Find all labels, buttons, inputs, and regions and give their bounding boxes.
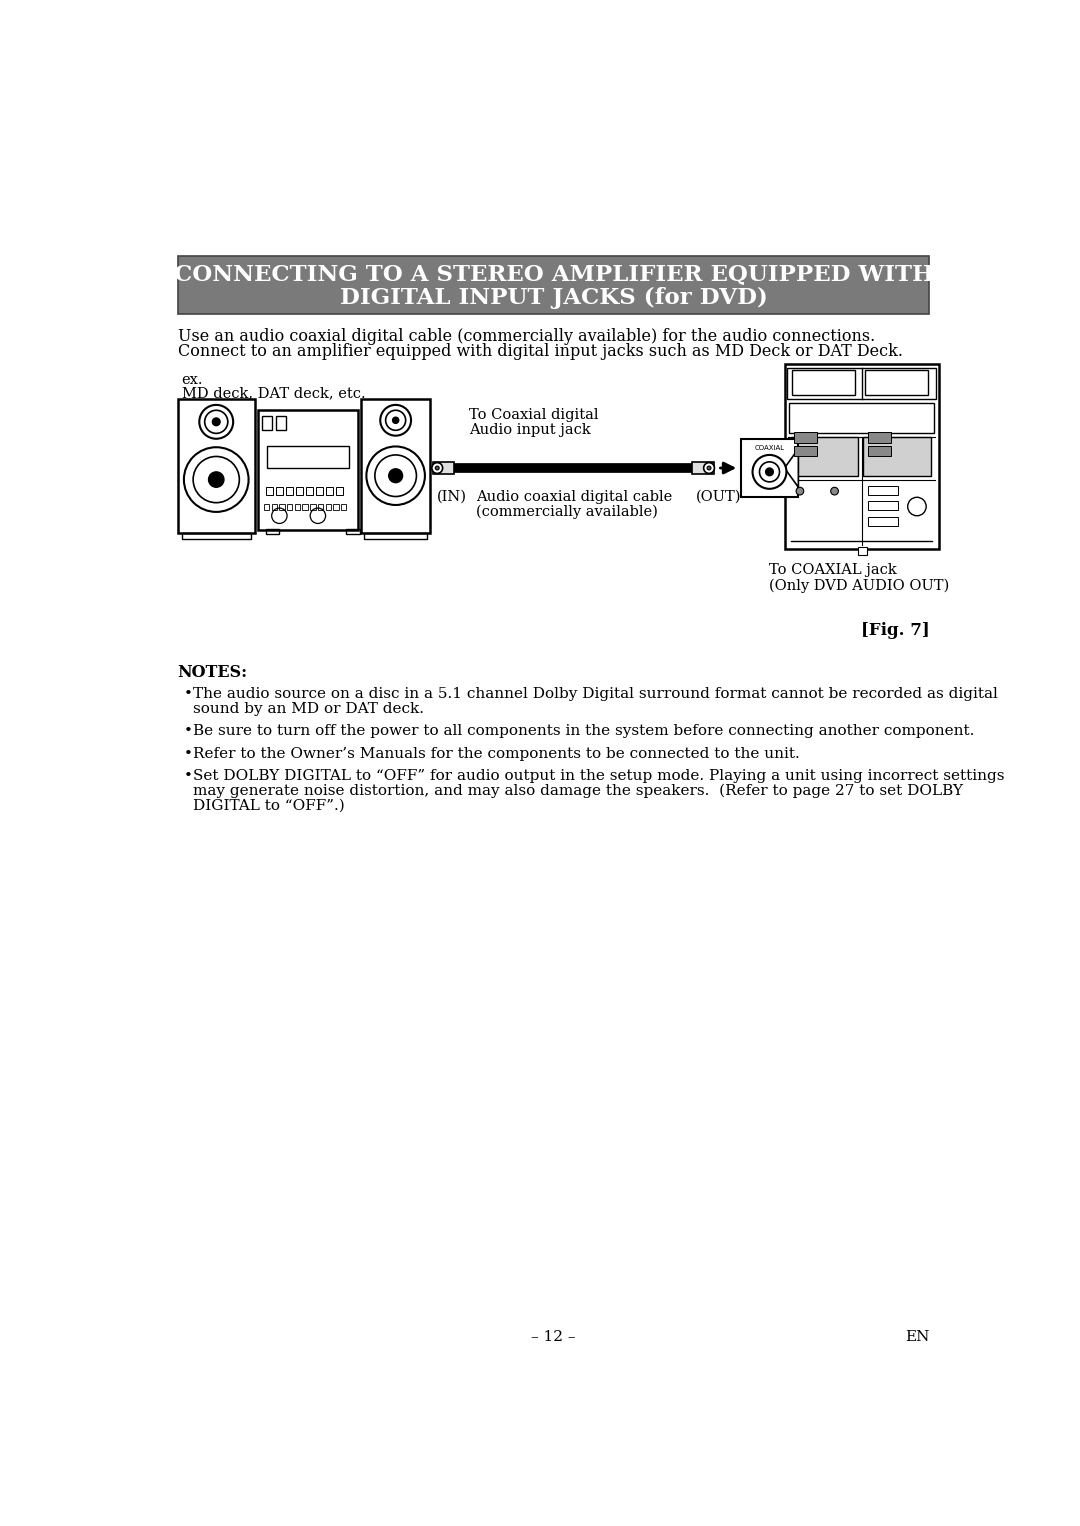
Bar xyxy=(361,398,430,534)
Bar xyxy=(787,368,936,398)
Circle shape xyxy=(707,465,711,470)
Bar xyxy=(325,487,334,494)
Text: may generate noise distortion, and may also damage the speakers.  (Refer to page: may generate noise distortion, and may a… xyxy=(193,784,963,798)
Circle shape xyxy=(796,487,804,494)
Text: •: • xyxy=(184,769,192,783)
Text: Connect to an amplifier equipped with digital input jacks such as MD Deck or DAT: Connect to an amplifier equipped with di… xyxy=(178,342,903,360)
Circle shape xyxy=(753,455,786,488)
Bar xyxy=(178,256,929,314)
Text: Audio coaxial digital cable: Audio coaxial digital cable xyxy=(476,490,673,504)
Circle shape xyxy=(831,487,838,494)
Bar xyxy=(791,438,859,476)
Circle shape xyxy=(392,417,399,423)
Text: The audio source on a disc in a 5.1 channel Dolby Digital surround format cannot: The audio source on a disc in a 5.1 chan… xyxy=(193,688,998,702)
Text: •: • xyxy=(184,688,192,702)
Text: To Coaxial digital: To Coaxial digital xyxy=(469,407,598,421)
Bar xyxy=(867,432,891,443)
Bar xyxy=(364,533,428,539)
Bar xyxy=(178,398,255,534)
Bar xyxy=(266,530,280,534)
Bar xyxy=(341,504,347,510)
Text: (Only DVD AUDIO OUT): (Only DVD AUDIO OUT) xyxy=(769,578,949,592)
Bar xyxy=(296,487,303,494)
Text: Be sure to turn off the power to all components in the system before connecting : Be sure to turn off the power to all com… xyxy=(193,725,974,739)
Bar xyxy=(867,516,899,526)
Bar xyxy=(275,415,286,429)
Bar xyxy=(784,365,939,549)
Bar xyxy=(295,504,300,510)
Text: NOTES:: NOTES: xyxy=(178,664,248,682)
Bar xyxy=(794,446,816,456)
Bar xyxy=(325,504,330,510)
Text: Set DOLBY DIGITAL to “OFF” for audio output in the setup mode. Playing a unit us: Set DOLBY DIGITAL to “OFF” for audio out… xyxy=(193,769,1004,783)
Bar xyxy=(692,462,714,475)
Text: CONNECTING TO A STEREO AMPLIFIER EQUIPPED WITH: CONNECTING TO A STEREO AMPLIFIER EQUIPPE… xyxy=(174,264,933,285)
Bar xyxy=(302,504,308,510)
Polygon shape xyxy=(784,449,798,487)
Text: (IN): (IN) xyxy=(436,490,467,504)
Circle shape xyxy=(704,462,715,473)
Text: EN: EN xyxy=(905,1329,929,1343)
Bar xyxy=(789,403,934,433)
Bar xyxy=(858,548,867,555)
Text: MD deck, DAT deck, etc.: MD deck, DAT deck, etc. xyxy=(181,386,365,400)
Text: – 12 –: – 12 – xyxy=(531,1329,576,1343)
Circle shape xyxy=(213,418,220,426)
Bar xyxy=(793,371,855,395)
Text: •: • xyxy=(184,746,192,761)
Bar xyxy=(258,410,357,530)
Text: sound by an MD or DAT deck.: sound by an MD or DAT deck. xyxy=(193,702,424,716)
Bar xyxy=(275,487,283,494)
Bar xyxy=(261,415,272,429)
Circle shape xyxy=(759,462,780,482)
Text: Refer to the Owner’s Manuals for the components to be connected to the unit.: Refer to the Owner’s Manuals for the com… xyxy=(193,746,800,761)
Circle shape xyxy=(432,462,443,473)
Bar xyxy=(285,487,294,494)
Bar xyxy=(334,504,339,510)
Bar xyxy=(272,504,278,510)
Text: [Fig. 7]: [Fig. 7] xyxy=(861,623,929,639)
Text: (commercially available): (commercially available) xyxy=(476,505,659,519)
Bar xyxy=(306,487,313,494)
Bar xyxy=(863,438,931,476)
Circle shape xyxy=(208,472,224,487)
Bar xyxy=(347,530,361,534)
Text: ex.: ex. xyxy=(181,374,203,388)
Circle shape xyxy=(435,465,440,470)
Circle shape xyxy=(389,468,403,482)
Bar xyxy=(865,371,929,395)
Bar xyxy=(315,487,323,494)
Bar xyxy=(310,504,315,510)
Bar xyxy=(867,446,891,456)
Bar xyxy=(433,462,455,475)
Text: To COAXIAL jack: To COAXIAL jack xyxy=(769,563,896,577)
Bar xyxy=(264,504,269,510)
Bar xyxy=(867,485,899,494)
Text: DIGITAL to “OFF”.): DIGITAL to “OFF”.) xyxy=(193,798,345,812)
Bar xyxy=(867,501,899,510)
Bar xyxy=(280,504,285,510)
Bar xyxy=(267,447,349,468)
Text: DIGITAL INPUT JACKS (for DVD): DIGITAL INPUT JACKS (for DVD) xyxy=(339,287,768,308)
Bar xyxy=(266,487,273,494)
Bar xyxy=(287,504,293,510)
Text: •: • xyxy=(184,725,192,739)
Circle shape xyxy=(766,468,773,476)
Text: COAXIAL: COAXIAL xyxy=(755,446,784,452)
Bar xyxy=(336,487,343,494)
Bar xyxy=(181,533,251,539)
Text: Audio input jack: Audio input jack xyxy=(469,423,591,438)
Bar xyxy=(318,504,323,510)
Text: (OUT): (OUT) xyxy=(696,490,742,504)
Bar xyxy=(741,439,798,497)
Bar xyxy=(794,432,816,443)
Text: Use an audio coaxial digital cable (commercially available) for the audio connec: Use an audio coaxial digital cable (comm… xyxy=(178,328,875,345)
